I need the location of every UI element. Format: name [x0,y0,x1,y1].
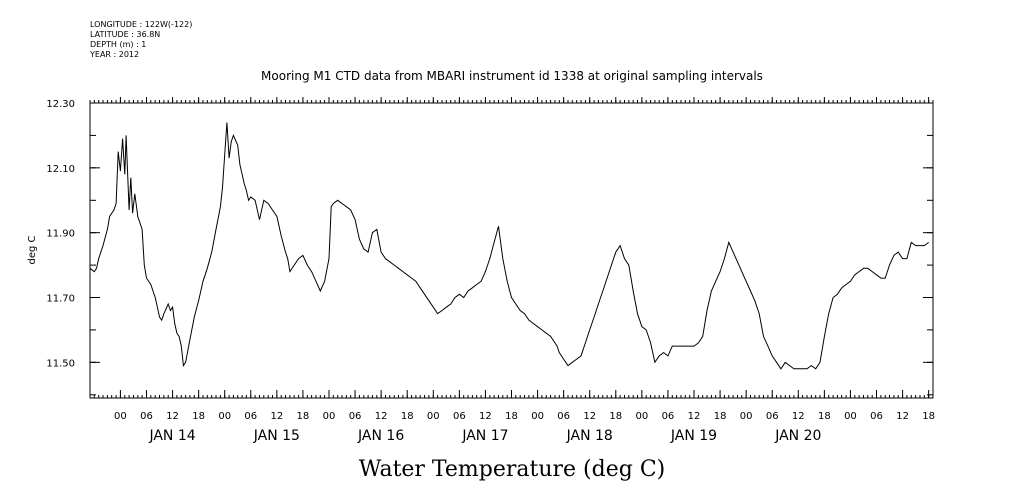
longitude-label: LONGITUDE : 122W(-122) [90,20,193,29]
x-tick-label: 00 [531,411,544,422]
x-tick-label: 18 [297,411,310,422]
depth-label: DEPTH (m) : 1 [90,40,147,49]
day-label: JAN 14 [148,428,195,444]
day-label: JAN 20 [774,428,821,444]
year-label: YEAR : 2012 [90,50,140,59]
x-tick-label: 12 [479,411,492,422]
x-tick-label: 18 [505,411,518,422]
y-tick-label: 11.50 [46,358,75,369]
x-tick-label: 18 [401,411,414,422]
x-tick-label: 06 [870,411,883,422]
x-tick-label: 18 [192,411,205,422]
chart-title: Mooring M1 CTD data from MBARI instrumen… [261,69,763,83]
x-tick-label: 06 [766,411,779,422]
temperature-series-line [89,122,929,370]
x-tick-label: 12 [688,411,701,422]
x-tick-label: 18 [922,411,935,422]
x-tick-label: 00 [323,411,336,422]
x-tick-label: 00 [218,411,231,422]
x-axis-title: Water Temperature (deg C) [359,457,666,482]
x-tick-label: 12 [583,411,596,422]
day-label: JAN 19 [670,428,717,444]
x-tick-label: 18 [609,411,622,422]
x-axis: 00 06 12 18 00 06 12 18 00 06 12 18 00 06 12 18 00 06 12 18… [89,97,935,444]
x-tick-label: 00 [635,411,648,422]
x-tick-label: 12 [375,411,388,422]
x-tick-label: 12 [270,411,283,422]
y-axis: 11.50 11.70 11.90 12.10 12.30 [46,99,933,396]
x-tick-label: 12 [166,411,179,422]
x-tick-label: 06 [557,411,570,422]
x-tick-label: 06 [349,411,362,422]
x-tick-label: 00 [427,411,440,422]
day-label: JAN 17 [461,428,508,444]
x-tick-label: 00 [114,411,127,422]
y-tick-label: 11.70 [46,294,75,305]
plot-frame [89,102,934,399]
day-label: JAN 18 [566,428,613,444]
x-tick-label: 06 [244,411,257,422]
x-tick-label: 12 [896,411,909,422]
y-tick-label: 11.90 [46,229,75,240]
x-tick-label: 06 [140,411,153,422]
y-tick-label: 12.10 [46,164,75,175]
latitude-label: LATITUDE : 36.8N [90,30,161,39]
x-tick-label: 12 [792,411,805,422]
series-layer [89,122,929,370]
day-label: JAN 16 [357,428,404,444]
x-tick-label: 18 [818,411,831,422]
x-tick-label: 18 [714,411,727,422]
x-tick-label: 00 [844,411,857,422]
x-tick-label: 06 [453,411,466,422]
y-axis-title: deg C [27,235,38,264]
day-label: JAN 15 [253,428,300,444]
x-tick-label: 06 [662,411,675,422]
metadata-block: LONGITUDE : 122W(-122) LATITUDE : 36.8N … [90,20,192,60]
y-tick-label: 12.30 [46,99,75,110]
x-tick-label: 00 [740,411,753,422]
